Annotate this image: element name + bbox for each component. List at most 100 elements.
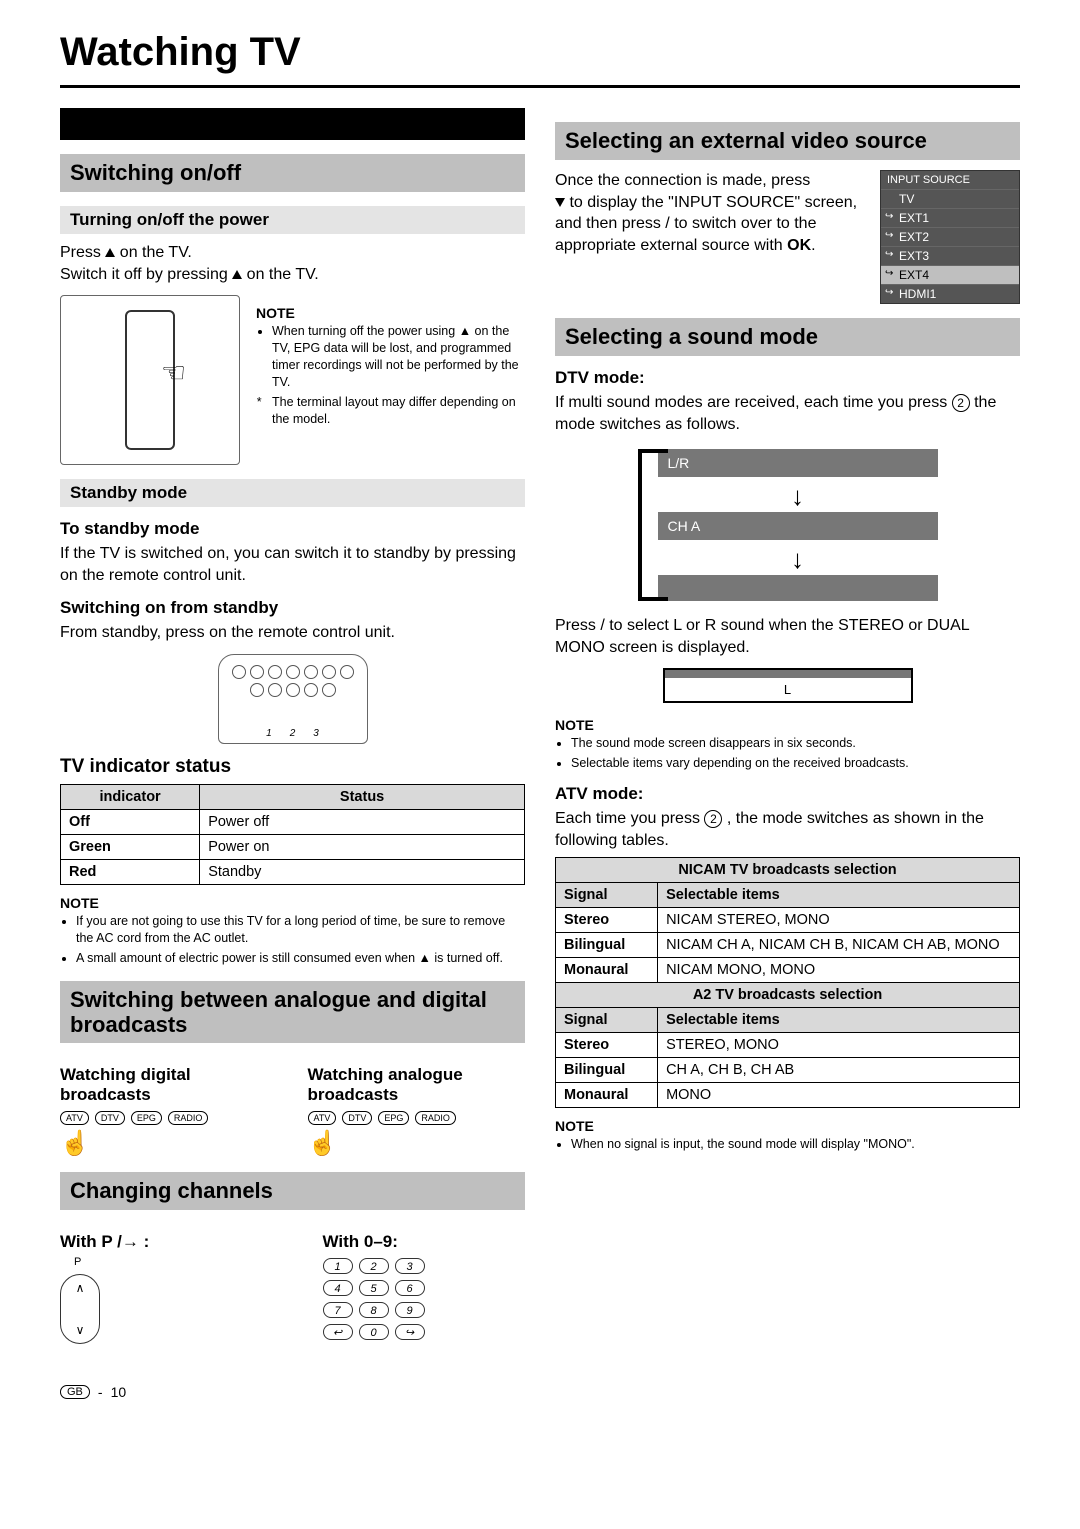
channel-change-row: With P /→ : P With 0–9: 1 2 3 4 5 6 7 8 … — [60, 1220, 525, 1344]
mode-badges: ATV DTV EPG RADIO — [60, 1111, 278, 1125]
td: Bilingual — [556, 1058, 658, 1083]
tap-hand-icon: ☝ — [308, 1129, 526, 1158]
h-from-standby: Switching on from standby — [60, 598, 525, 618]
indicator-note-bullets: If you are not going to use this TV for … — [60, 913, 525, 967]
key: 1 — [323, 1258, 353, 1274]
remote-btn — [250, 665, 264, 679]
h-to-standby: To standby mode — [60, 519, 525, 539]
osd-item: HDMI1 — [881, 284, 1019, 303]
remote-btn — [340, 665, 354, 679]
td: Stereo — [556, 1033, 658, 1058]
rl: 1 — [266, 728, 272, 739]
badge: DTV — [95, 1111, 125, 1125]
dtv-after-text: Press / to select L or R sound when the … — [555, 615, 1020, 658]
nicam-table: NICAM TV broadcasts selection SignalSele… — [555, 857, 1020, 1108]
black-title-bar — [60, 108, 525, 140]
tv-side-diagram: ☜ NOTE When turning off the power using … — [60, 295, 525, 465]
col-analogue: Watching analogue broadcasts ATV DTV EPG… — [308, 1053, 526, 1158]
osd-item-selected: EXT4 — [881, 265, 1019, 284]
c — [665, 670, 824, 678]
td: Off — [61, 809, 200, 834]
badge: RADIO — [415, 1111, 456, 1125]
heading-ext-source: Selecting an external video source — [555, 122, 1020, 160]
badge: ATV — [308, 1111, 337, 1125]
rl: 2 — [290, 728, 296, 739]
atv-text: Each time you press 2 , the mode switche… — [555, 808, 1020, 851]
right-column: Selecting an external video source INPUT… — [555, 108, 1020, 1344]
td: Monaural — [556, 958, 658, 983]
table-row: SignalSelectable items — [556, 883, 1020, 908]
stereo-mini-osd: L — [663, 668, 913, 703]
content-columns: Switching on/off Turning on/off the powe… — [60, 108, 1020, 1344]
table-row: OffPower off — [61, 809, 525, 834]
th: Selectable items — [658, 1008, 1020, 1033]
table-row: MonauralMONO — [556, 1083, 1020, 1108]
tv-side-graphic: ☜ — [60, 295, 240, 465]
heading-switching-onoff: Switching on/off — [60, 154, 525, 192]
keypad-graphic: 1 2 3 4 5 6 7 8 9 ↩ 0 ↪ — [323, 1258, 526, 1340]
key: 0 — [359, 1324, 389, 1340]
c: L — [747, 678, 829, 701]
remote-btn — [250, 683, 264, 697]
r: L — [665, 678, 911, 701]
osd-item: EXT1 — [881, 208, 1019, 227]
circled-2-icon: 2 — [704, 810, 722, 828]
ch-with-p: With P /→ : P — [60, 1220, 263, 1344]
arrow-down-icon: ↓ — [658, 544, 938, 575]
power-note-bullets: When turning off the power using ▲ on th… — [256, 323, 525, 427]
text-press-on-tv: Press on the TV. — [60, 242, 525, 264]
td: Power on — [200, 834, 525, 859]
th-span: NICAM TV broadcasts selection — [556, 858, 1020, 883]
triangle-up-icon — [105, 248, 115, 257]
note-label: NOTE — [555, 1118, 1020, 1134]
left-column: Switching on/off Turning on/off the powe… — [60, 108, 525, 1344]
subheading-standby-mode: Standby mode — [60, 479, 525, 507]
key: ↪ — [395, 1324, 425, 1340]
th-span: A2 TV broadcasts selection — [556, 983, 1020, 1008]
badge: RADIO — [168, 1111, 209, 1125]
td: Red — [61, 859, 200, 884]
table-row: BilingualCH A, CH B, CH AB — [556, 1058, 1020, 1083]
remote-top-graphic: 1 2 3 — [218, 654, 368, 744]
remote-btn — [286, 683, 300, 697]
dash: - — [98, 1384, 103, 1400]
table-row: NICAM TV broadcasts selection — [556, 858, 1020, 883]
heading-switch-broadcasts: Switching between analogue and digital b… — [60, 981, 525, 1044]
table-row: GreenPower on — [61, 834, 525, 859]
t: Press — [60, 244, 105, 261]
remote-btn — [304, 683, 318, 697]
key: 9 — [395, 1302, 425, 1318]
hand-point-icon: ☜ — [161, 356, 186, 389]
bullet: The terminal layout may differ depending… — [272, 394, 525, 428]
ok-bold: OK — [787, 237, 811, 254]
h-tv-indicator: TV indicator status — [60, 756, 525, 778]
key: 3 — [395, 1258, 425, 1274]
triangle-up-icon — [232, 270, 242, 279]
heading-sound-mode: Selecting a sound mode — [555, 318, 1020, 356]
h-with-09: With 0–9: — [323, 1232, 526, 1252]
remote-btn — [268, 665, 282, 679]
key: 2 — [359, 1258, 389, 1274]
td: STEREO, MONO — [658, 1033, 1020, 1058]
page-title: Watching TV — [60, 30, 1020, 75]
bullet: The sound mode screen disappears in six … — [571, 735, 1020, 752]
badge: EPG — [131, 1111, 162, 1125]
t: on the TV. — [242, 266, 319, 283]
flow-box: CH A — [658, 512, 938, 540]
h-dtv-mode: DTV mode: — [555, 368, 1020, 388]
tv-indicator-table: indicator Status OffPower off GreenPower… — [60, 784, 525, 885]
osd-item: EXT3 — [881, 246, 1019, 265]
t: Once the connection is made, press — [555, 172, 810, 189]
osd-title: INPUT SOURCE — [881, 171, 1019, 189]
h-watch-digital: Watching digital broadcasts — [60, 1065, 278, 1105]
page-footer: GB - 10 — [60, 1384, 1020, 1400]
note-label: NOTE — [60, 895, 525, 911]
bullet: Selectable items vary depending on the r… — [571, 755, 1020, 772]
note-label: NOTE — [256, 305, 525, 321]
table-row: indicator Status — [61, 784, 525, 809]
input-source-osd: INPUT SOURCE TV EXT1 EXT2 EXT3 EXT4 HDMI… — [880, 170, 1020, 304]
osd-item: EXT2 — [881, 227, 1019, 246]
t: Switch it off by pressing — [60, 266, 232, 283]
subheading-turning-power: Turning on/off the power — [60, 206, 525, 234]
h-with-p: With P /→ : — [60, 1232, 263, 1252]
